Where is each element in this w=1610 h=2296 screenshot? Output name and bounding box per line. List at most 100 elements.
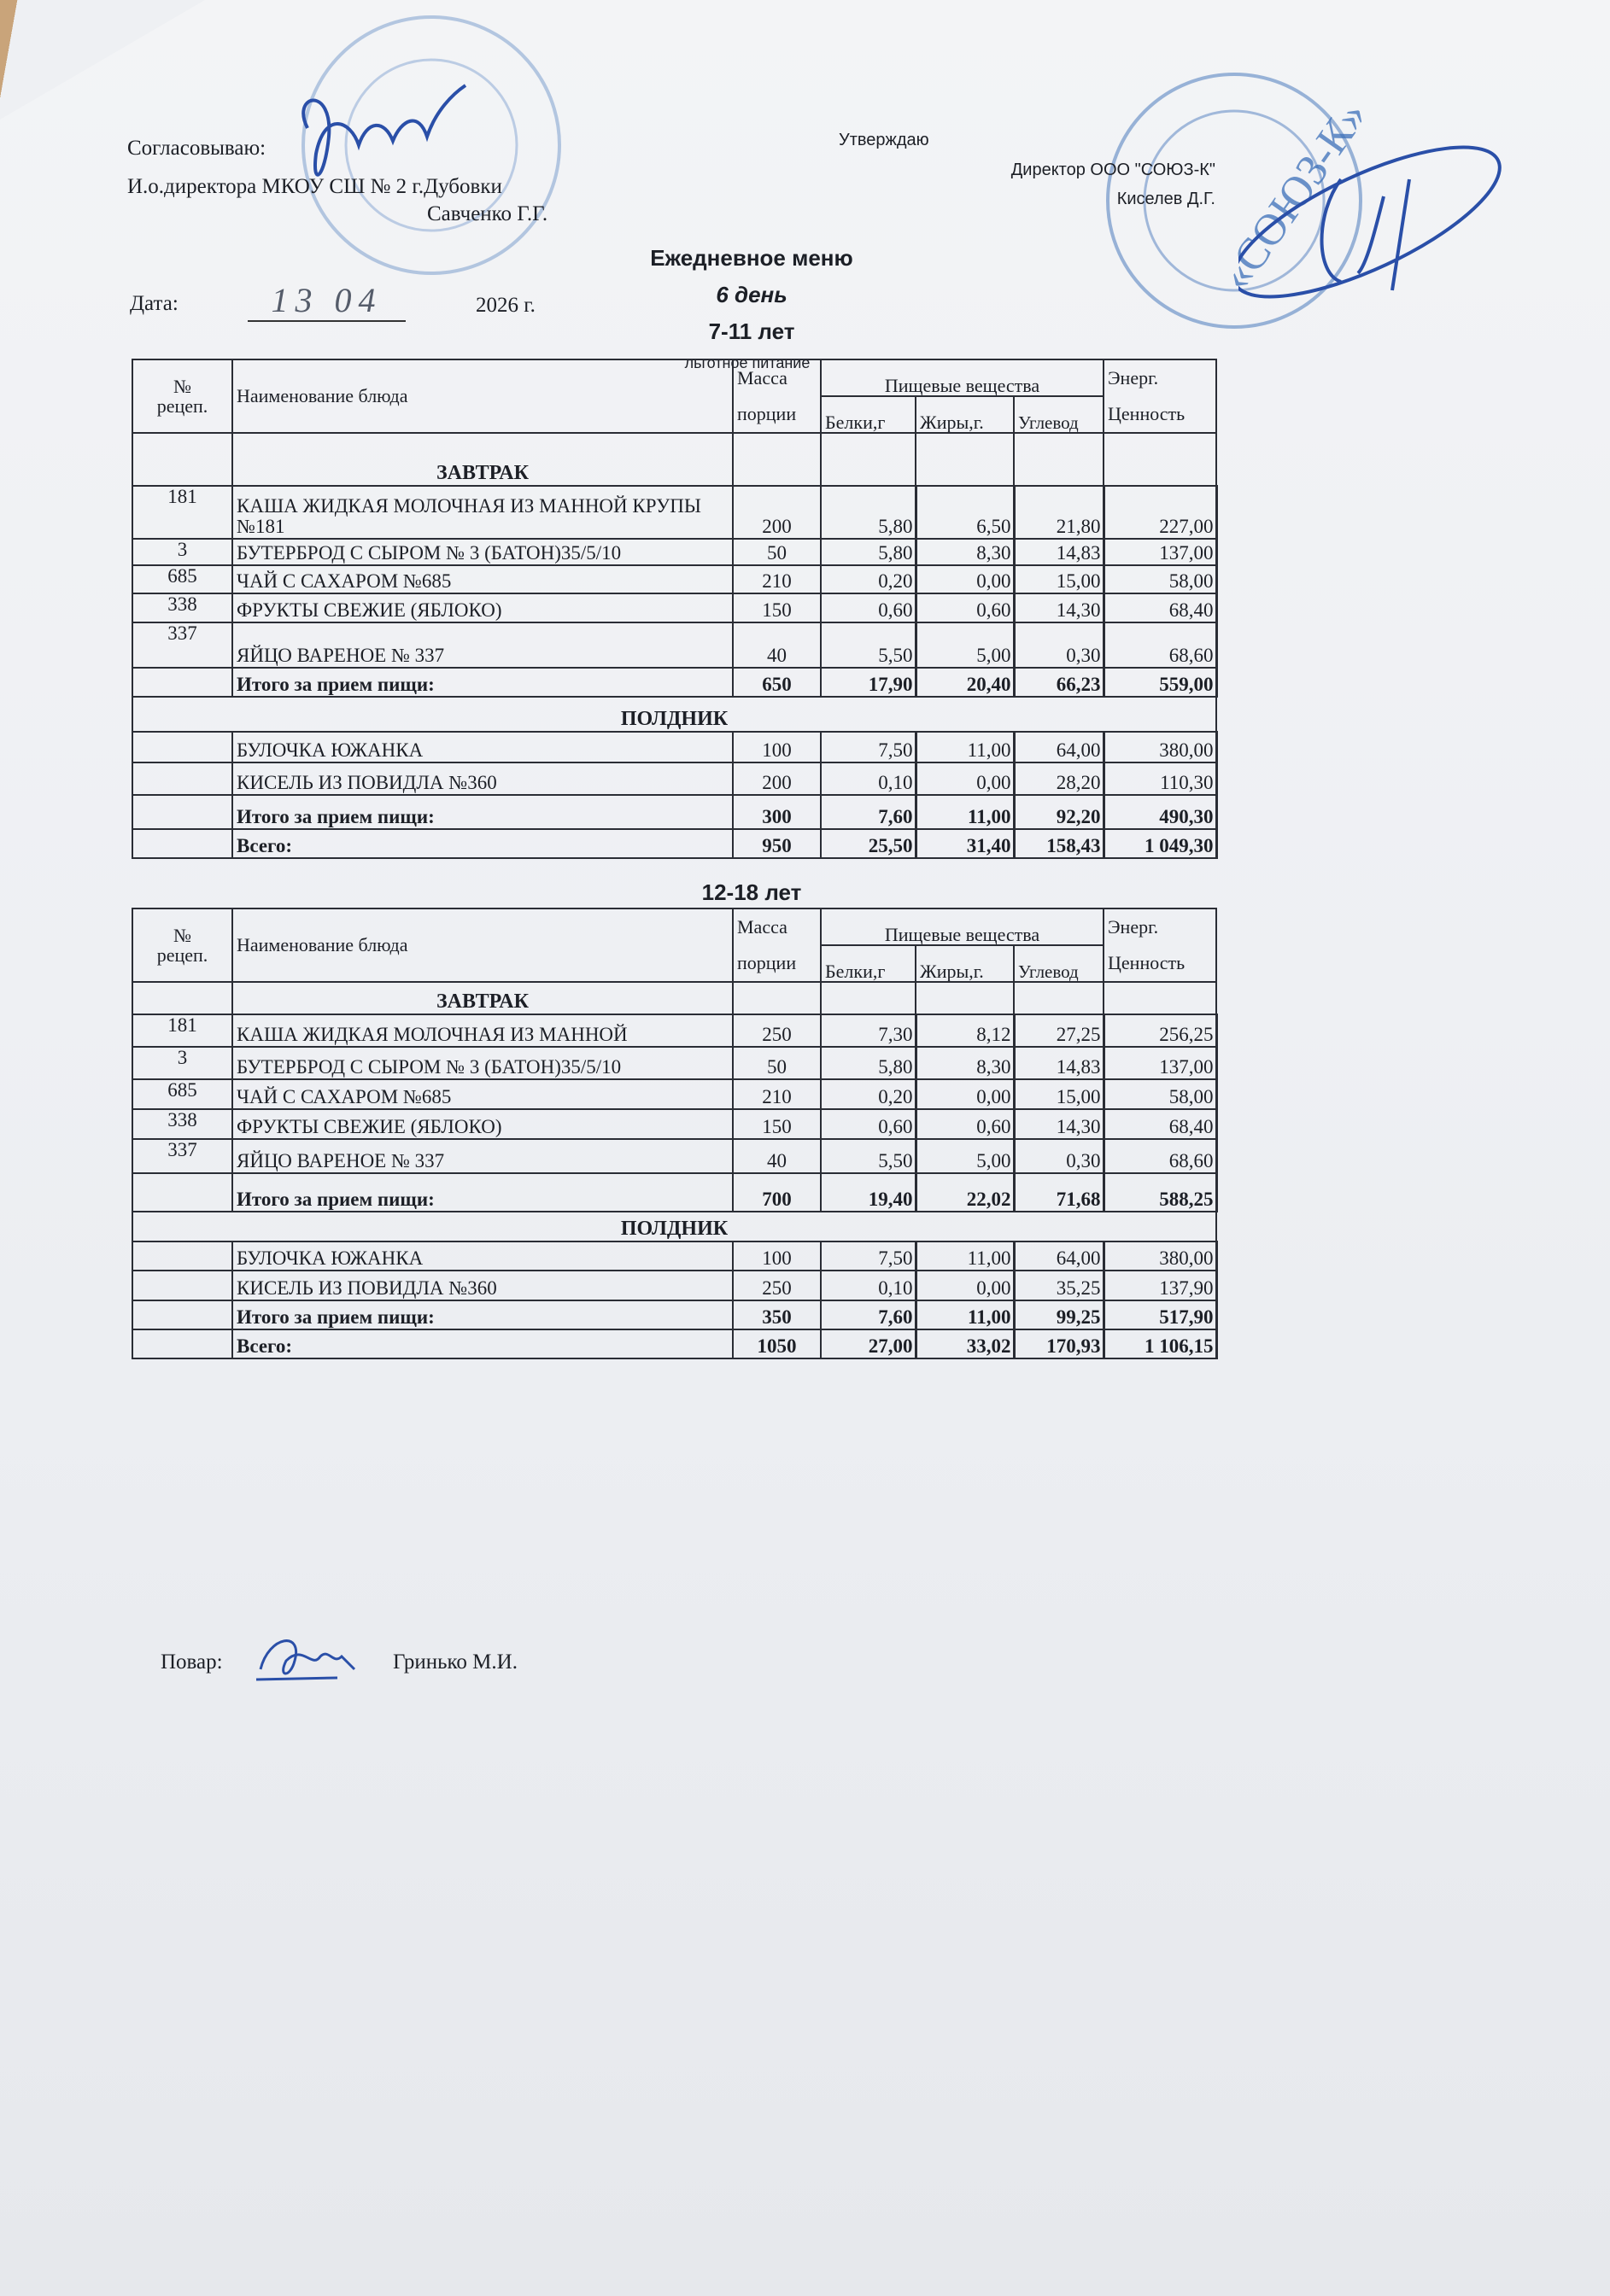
col-energy: Энерг. Ценность: [1103, 908, 1218, 983]
dish-name: БУЛОЧКА ЮЖАНКА: [231, 1240, 734, 1271]
dish-name: БУЛОЧКА ЮЖАНКА: [231, 730, 734, 763]
col-dish-name: Наименование блюда: [231, 908, 734, 983]
energy: 1 049,30: [1103, 827, 1218, 859]
energy: 68,60: [1103, 621, 1218, 669]
recipe-no: [132, 1269, 233, 1301]
protein: 0,20: [820, 564, 917, 594]
energy: 68,40: [1103, 592, 1218, 623]
carbs: 35,25: [1012, 1269, 1105, 1301]
energy: 559,00: [1103, 666, 1218, 698]
carbs: 15,00: [1012, 1078, 1105, 1110]
col-protein: Белки,г: [820, 944, 916, 983]
col-mass: Масса порции: [732, 359, 822, 434]
total-row: Итого за прием пищи: 350 7,60 11,00 99,25 517…: [132, 1299, 1218, 1330]
table-row: БУЛОЧКА ЮЖАНКА 100 7,50 11,00 64,00 380,00: [132, 730, 1218, 763]
section-row: ПОЛДНИК: [131, 1210, 1218, 1242]
dish-name: ЧАЙ С САХАРОМ №685: [231, 1078, 734, 1110]
carbs: 0,30: [1012, 621, 1105, 669]
fat: 31,40: [915, 827, 1016, 859]
energy: 517,90: [1103, 1299, 1218, 1330]
recipe-no: [132, 1299, 233, 1330]
mass: 100: [732, 730, 822, 763]
table-row: 338 ФРУКТЫ СВЕЖИЕ (ЯБЛОКО) 150 0,60 0,60 14,3…: [132, 592, 1218, 623]
mass: 210: [732, 1078, 822, 1110]
recipe-no: [132, 793, 233, 830]
fat: 22,02: [915, 1171, 1016, 1212]
agree-name: Савченко Г.Г.: [427, 202, 548, 225]
recipe-no: 685: [132, 564, 233, 594]
col-protein: Белки,г: [820, 394, 916, 434]
recipe-no: 181: [132, 1013, 233, 1048]
protein: 7,30: [820, 1013, 917, 1048]
table-row: КИСЕЛЬ ИЗ ПОВИДЛА №360 200 0,10 0,00 28,20 11…: [132, 761, 1218, 796]
fat: 0,00: [915, 761, 1016, 796]
table-row: 338 ФРУКТЫ СВЕЖИЕ (ЯБЛОКО) 150 0,60 0,60 14,3…: [132, 1107, 1218, 1140]
mass: 200: [732, 484, 822, 540]
fat: 20,40: [915, 666, 1016, 698]
protein: 5,80: [820, 1045, 917, 1080]
cook-label: Повар:: [161, 1650, 223, 1674]
mass: 250: [732, 1013, 822, 1048]
protein: 17,90: [820, 666, 917, 698]
date-label: Дата:: [130, 292, 179, 315]
section-title: ЗАВТРАК: [231, 980, 734, 1015]
carbs: 64,00: [1012, 730, 1105, 763]
recipe-no: 338: [132, 592, 233, 623]
dish-name: ФРУКТЫ СВЕЖИЕ (ЯБЛОКО): [231, 1107, 734, 1140]
col-fat: Жиры,г.: [915, 394, 1015, 434]
fat: 5,00: [915, 621, 1016, 669]
energy: 110,30: [1103, 761, 1218, 796]
carbs: 64,00: [1012, 1240, 1105, 1271]
total-row: Всего: 1050 27,00 33,02 170,93 1 106,15: [132, 1328, 1218, 1359]
energy: 227,00: [1103, 484, 1218, 540]
carbs: 0,30: [1012, 1137, 1105, 1174]
carbs: 28,20: [1012, 761, 1105, 796]
agree-label: Согласовываю:: [127, 137, 266, 160]
mass: 50: [732, 1045, 822, 1080]
col-fat: Жиры,г.: [915, 944, 1015, 983]
recipe-no: [132, 827, 233, 859]
recipe-no: [132, 1171, 233, 1212]
fat: 5,00: [915, 1137, 1016, 1174]
table-header-row: № рецеп. Наименование блюда Масса порции Пище…: [132, 908, 1218, 983]
table-row: 3 БУТЕРБРОД С СЫРОМ № 3 (БАТОН)35/5/10 50 5…: [132, 537, 1218, 566]
fat: 33,02: [915, 1328, 1016, 1359]
fat: 11,00: [915, 1240, 1016, 1271]
table-row: 337 ЯЙЦО ВАРЕНОЕ № 337 40 5,50 5,00 0,30 68,60: [132, 621, 1218, 669]
carbs: 14,30: [1012, 592, 1105, 623]
recipe-no: 3: [132, 537, 233, 566]
carbs: 14,83: [1012, 537, 1105, 566]
carbs: 170,93: [1012, 1328, 1105, 1359]
carbs: 99,25: [1012, 1299, 1105, 1330]
protein: 7,50: [820, 730, 917, 763]
dish-name: Итого за прием пищи:: [231, 1299, 734, 1330]
dish-name: Итого за прием пищи:: [231, 793, 734, 830]
approve-label: Утверждаю: [839, 131, 929, 149]
fat: 6,50: [915, 484, 1016, 540]
table-row: 181 КАША ЖИДКАЯ МОЛОЧНАЯ ИЗ МАННОЙ 250 7,30…: [132, 1013, 1218, 1048]
energy: 58,00: [1103, 564, 1218, 594]
mass: 700: [732, 1171, 822, 1212]
recipe-no: 685: [132, 1078, 233, 1110]
dish-name: Итого за прием пищи:: [231, 666, 734, 698]
protein: 5,80: [820, 484, 917, 540]
table-subheader-row: Белки,г Жиры,г. Углевод: [132, 944, 1216, 983]
agree-position: И.о.директора МКОУ СШ № 2 г.Дубовки: [127, 175, 502, 198]
dish-name: ФРУКТЫ СВЕЖИЕ (ЯБЛОКО): [231, 592, 734, 623]
energy: 380,00: [1103, 1240, 1218, 1271]
approve-name: Киселев Д.Г.: [1116, 190, 1215, 208]
total-row: Всего: 950 25,50 31,40 158,43 1 049,30: [132, 827, 1218, 859]
col-dish-name: Наименование блюда: [231, 359, 734, 434]
dish-name: БУТЕРБРОД С СЫРОМ № 3 (БАТОН)35/5/10: [231, 1045, 734, 1080]
dish-name: Всего:: [231, 827, 734, 859]
table-row: КИСЕЛЬ ИЗ ПОВИДЛА №360 250 0,10 0,00 35,25 13…: [132, 1269, 1218, 1301]
document-title: Ежедневное меню: [650, 245, 853, 271]
mass: 950: [732, 827, 822, 859]
dish-name: ЧАЙ С САХАРОМ №685: [231, 564, 734, 594]
fat: 0,60: [915, 592, 1016, 623]
recipe-no: [132, 1328, 233, 1359]
mass: 150: [732, 592, 822, 623]
dish-name: Всего:: [231, 1328, 734, 1359]
table-row: 685 ЧАЙ С САХАРОМ №685 210 0,20 0,00 15,00 58,…: [132, 1078, 1218, 1110]
protein: 25,50: [820, 827, 917, 859]
